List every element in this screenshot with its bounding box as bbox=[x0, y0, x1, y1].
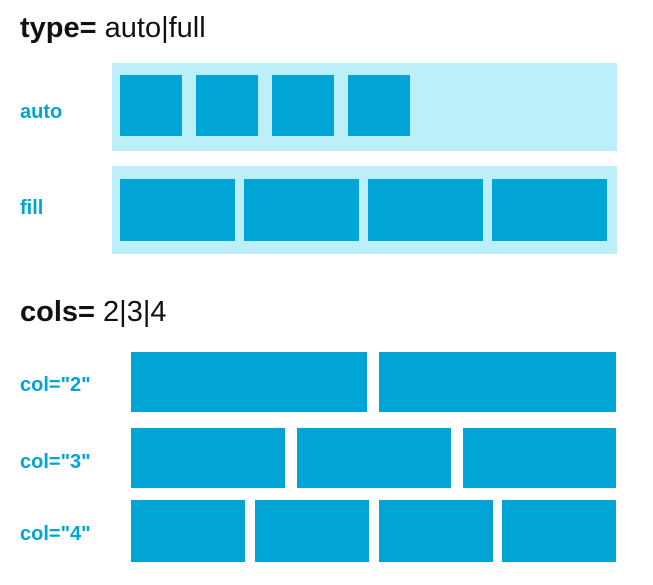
col4-cell-2 bbox=[255, 500, 369, 562]
band-fill bbox=[112, 166, 617, 254]
col4-cell-3 bbox=[379, 500, 493, 562]
col3-cell-2 bbox=[297, 428, 451, 488]
col4-cell-1 bbox=[131, 500, 245, 562]
cols-heading: cols= 2|3|4 bbox=[20, 298, 166, 327]
row-label-auto: auto bbox=[20, 101, 63, 123]
col2-cell-2 bbox=[379, 352, 616, 412]
type-keyword: type= bbox=[20, 12, 97, 44]
type-heading: type= auto|full bbox=[20, 14, 206, 43]
auto-cell-2 bbox=[196, 75, 258, 136]
auto-cell-3 bbox=[272, 75, 334, 136]
col3-cell-3 bbox=[463, 428, 616, 488]
auto-cell-4 bbox=[348, 75, 410, 136]
fill-cell-4 bbox=[492, 179, 607, 241]
fill-cell-1 bbox=[120, 179, 235, 241]
auto-cell-1 bbox=[120, 75, 182, 136]
col2-cell-1 bbox=[131, 352, 367, 412]
row-label-fill: fill bbox=[20, 197, 44, 219]
col3-cell-1 bbox=[131, 428, 285, 488]
fill-cell-3 bbox=[368, 179, 483, 241]
col4-cell-4 bbox=[502, 500, 616, 562]
fill-cell-2 bbox=[244, 179, 359, 241]
row-label-col-4: col="4" bbox=[20, 523, 91, 545]
row-label-col-2: col="2" bbox=[20, 374, 91, 396]
band-auto bbox=[112, 63, 617, 151]
type-options: auto|full bbox=[104, 12, 206, 44]
cols-keyword: cols= bbox=[20, 296, 95, 328]
cols-options: 2|3|4 bbox=[103, 296, 167, 328]
row-label-col-3: col="3" bbox=[20, 451, 91, 473]
